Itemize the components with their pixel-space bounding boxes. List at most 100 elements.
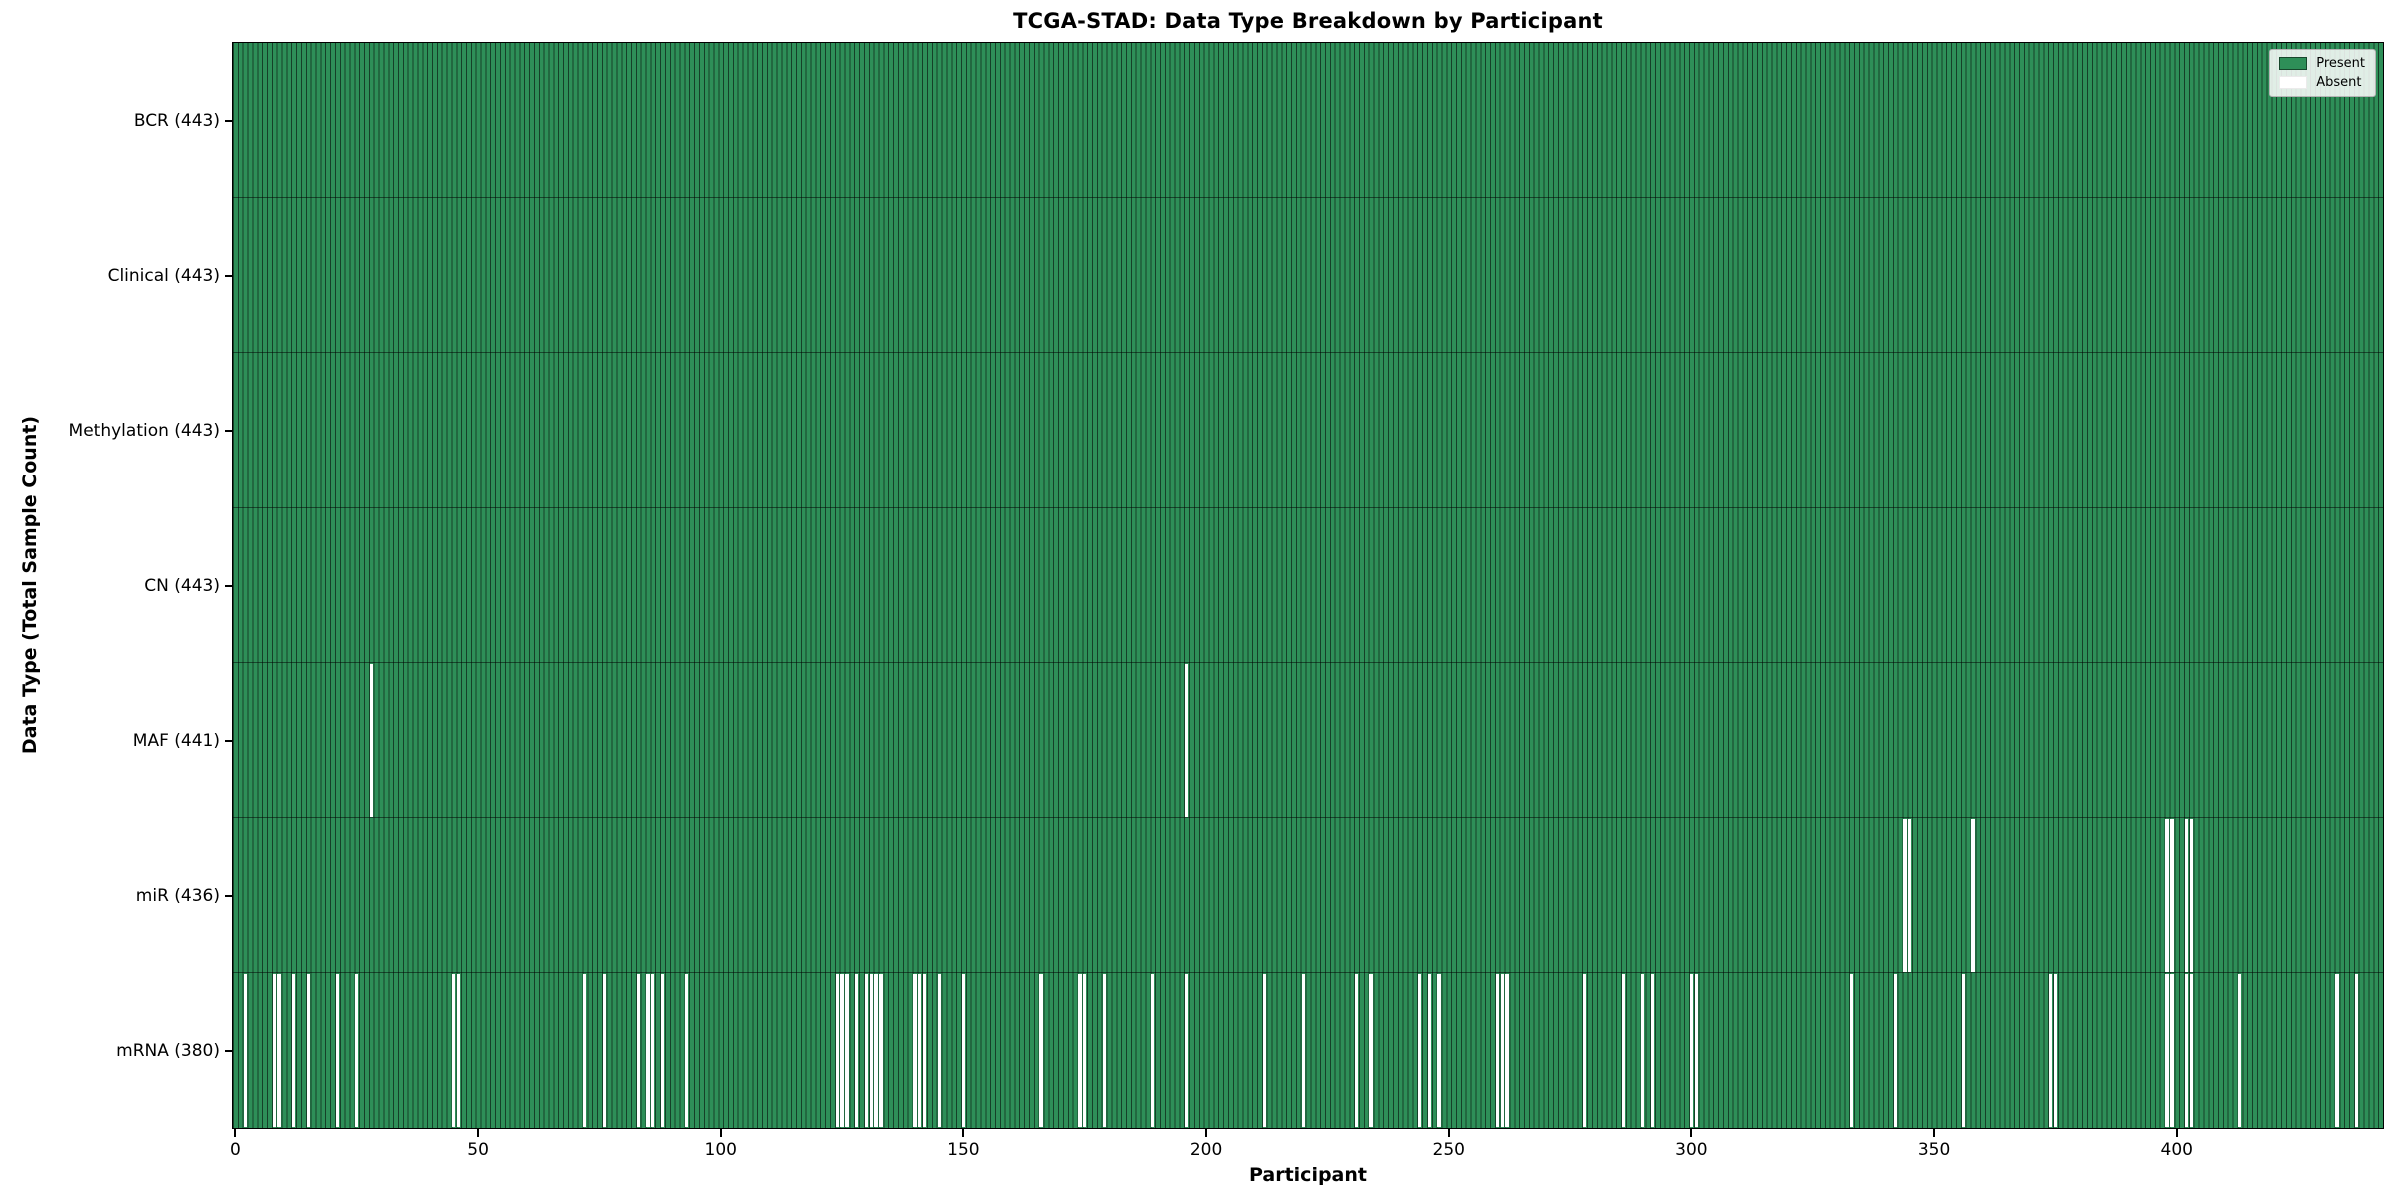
absent-bar [845, 974, 849, 1127]
absent-bar [583, 974, 587, 1127]
absent-bar [2170, 819, 2174, 972]
absent-bar [2184, 819, 2189, 972]
row-mRNA [233, 973, 2383, 1128]
y-tick-label: BCR (443) [133, 110, 220, 131]
legend-label: Absent [2316, 75, 2362, 90]
absent-bar [1078, 974, 1082, 1127]
y-tick [225, 274, 233, 277]
absent-bar [272, 974, 276, 1127]
absent-bar [1151, 974, 1155, 1127]
legend-swatch [2279, 76, 2308, 89]
x-tick [1690, 1129, 1693, 1137]
row-Methylation [233, 353, 2383, 508]
absent-bar [918, 974, 922, 1127]
x-tick-label: 350 [1917, 1140, 1951, 1160]
absent-bar [369, 664, 373, 817]
y-tick [225, 739, 233, 742]
absent-bar [1903, 819, 1907, 972]
absent-bar [1505, 974, 1509, 1127]
plot-area: Present Absent [232, 42, 2384, 1129]
absent-bar [1495, 974, 1499, 1127]
absent-bar [277, 974, 281, 1127]
absent-bar [1971, 819, 1975, 972]
absent-bar [879, 974, 883, 1127]
absent-bar [1369, 974, 1373, 1127]
legend: Present Absent [2269, 49, 2376, 97]
absent-bar [457, 974, 461, 1127]
y-tick [225, 119, 233, 122]
absent-bar [1083, 974, 1087, 1127]
absent-bar [869, 974, 873, 1127]
absent-bar [1354, 974, 1359, 1127]
row-miR [233, 818, 2383, 973]
x-tick [1933, 1129, 1936, 1137]
legend-swatch [2279, 57, 2308, 70]
absent-bar [1849, 974, 1854, 1127]
absent-bar [2165, 974, 2169, 1127]
absent-bar [2053, 974, 2058, 1127]
x-tick-label: 150 [947, 1140, 980, 1160]
legend-entry-absent: Absent [2279, 76, 2365, 89]
chart-title: TCGA-STAD: Data Type Breakdown by Partic… [1013, 9, 1603, 33]
legend-label: Present [2316, 56, 2365, 71]
absent-bar [660, 974, 665, 1127]
x-axis-label: Participant [1248, 1164, 1367, 1186]
y-tick [225, 1049, 233, 1052]
absent-bar [1262, 974, 1266, 1127]
legend-entry-present: Present [2279, 57, 2365, 70]
absent-bar [1893, 974, 1897, 1127]
absent-bar [1417, 974, 1422, 1127]
y-tick-label: Methylation (443) [68, 420, 220, 441]
y-tick-label: miR (436) [135, 885, 220, 906]
absent-bar [2189, 974, 2193, 1127]
absent-bar [1102, 974, 1106, 1127]
x-tick-label: 300 [1675, 1140, 1708, 1160]
absent-bar [1301, 974, 1305, 1127]
absent-bar [937, 974, 941, 1127]
absent-bar [1961, 974, 1965, 1127]
absent-bar [306, 974, 310, 1127]
x-tick-label: 200 [1189, 1140, 1223, 1160]
x-tick [2175, 1129, 2178, 1137]
y-tick-label: Clinical (443) [107, 265, 220, 286]
absent-bar [452, 974, 456, 1127]
absent-bar [355, 974, 359, 1127]
row-BCR [233, 43, 2383, 198]
row-Clinical [233, 198, 2383, 353]
x-tick [719, 1129, 722, 1137]
absent-bar [602, 974, 606, 1127]
absent-bar [835, 974, 839, 1127]
absent-bar [1583, 974, 1587, 1127]
y-tick [225, 584, 233, 587]
x-tick [234, 1129, 237, 1137]
absent-bar [1650, 974, 1655, 1127]
absent-bar [961, 974, 966, 1127]
y-tick [225, 429, 233, 432]
absent-bar [646, 974, 650, 1127]
absent-bar [922, 974, 927, 1127]
row-MAF [233, 663, 2383, 818]
absent-bar [2165, 819, 2169, 972]
absent-bar [1437, 974, 1441, 1127]
absent-bar [1039, 974, 1043, 1127]
x-tick-label: 400 [2160, 1140, 2193, 1160]
absent-bar [2354, 974, 2358, 1127]
absent-bar [855, 974, 859, 1127]
x-tick [477, 1129, 480, 1137]
absent-bar [864, 974, 868, 1127]
absent-bar [1908, 819, 1912, 972]
absent-bar [2238, 974, 2242, 1127]
x-tick-label: 250 [1432, 1140, 1465, 1160]
x-tick [1205, 1129, 1208, 1137]
absent-bar [1641, 974, 1645, 1127]
x-tick-label: 50 [467, 1140, 489, 1160]
absent-bar [2335, 974, 2339, 1127]
x-tick-label: 0 [230, 1140, 241, 1160]
y-tick-label: mRNA (380) [116, 1040, 220, 1061]
y-tick-label: CN (443) [144, 575, 220, 596]
absent-bar [913, 974, 917, 1127]
x-tick [1447, 1129, 1450, 1137]
row-CN [233, 508, 2383, 663]
x-tick [962, 1129, 965, 1137]
